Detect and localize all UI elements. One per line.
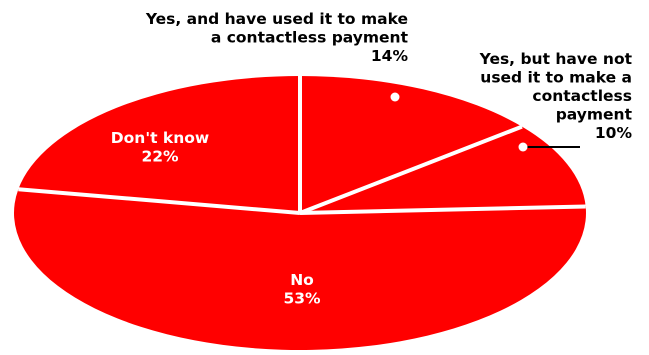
slice-value-label: 14% [371, 47, 409, 65]
pie-slice-1 [300, 76, 522, 213]
slice-label-line: Yes, and have used it to make [145, 10, 408, 28]
slice-label-line: used it to make a [480, 69, 632, 87]
callout-dot-2 [518, 142, 528, 152]
pie-slice-4 [18, 75, 301, 213]
slice-divider-4 [18, 187, 301, 215]
slice-dividers [18, 76, 586, 215]
slice-label-line: No [290, 271, 314, 289]
pie-slice-2 [300, 126, 586, 213]
slice-label-line: Don't know [111, 129, 209, 147]
slice-label-line: Yes, but have not [479, 50, 633, 68]
pie-slices [14, 75, 587, 350]
slice-divider-2 [299, 124, 523, 215]
slice-label-1: Yes, and have used it to make a contactle… [145, 10, 409, 65]
slice-label-line: contactless [532, 87, 632, 105]
slice-label-3: No 53% [283, 271, 321, 308]
slice-value-label: 10% [595, 124, 633, 142]
slice-label-line: payment [556, 106, 633, 124]
slice-label-2: Yes, but have not used it to make a contac… [479, 50, 633, 142]
callout-dot-1 [390, 92, 400, 102]
slice-label-4: Don't know 22% [111, 129, 209, 166]
slice-value-label: 22% [141, 148, 179, 166]
pie-slice-3 [14, 189, 587, 350]
callouts [390, 92, 580, 152]
slice-value-label: 53% [283, 290, 321, 308]
slice-divider-3 [299, 204, 586, 215]
slice-label-line: a contactless payment [211, 29, 409, 47]
slice-labels: Yes, and have used it to make a contactle… [111, 10, 633, 308]
